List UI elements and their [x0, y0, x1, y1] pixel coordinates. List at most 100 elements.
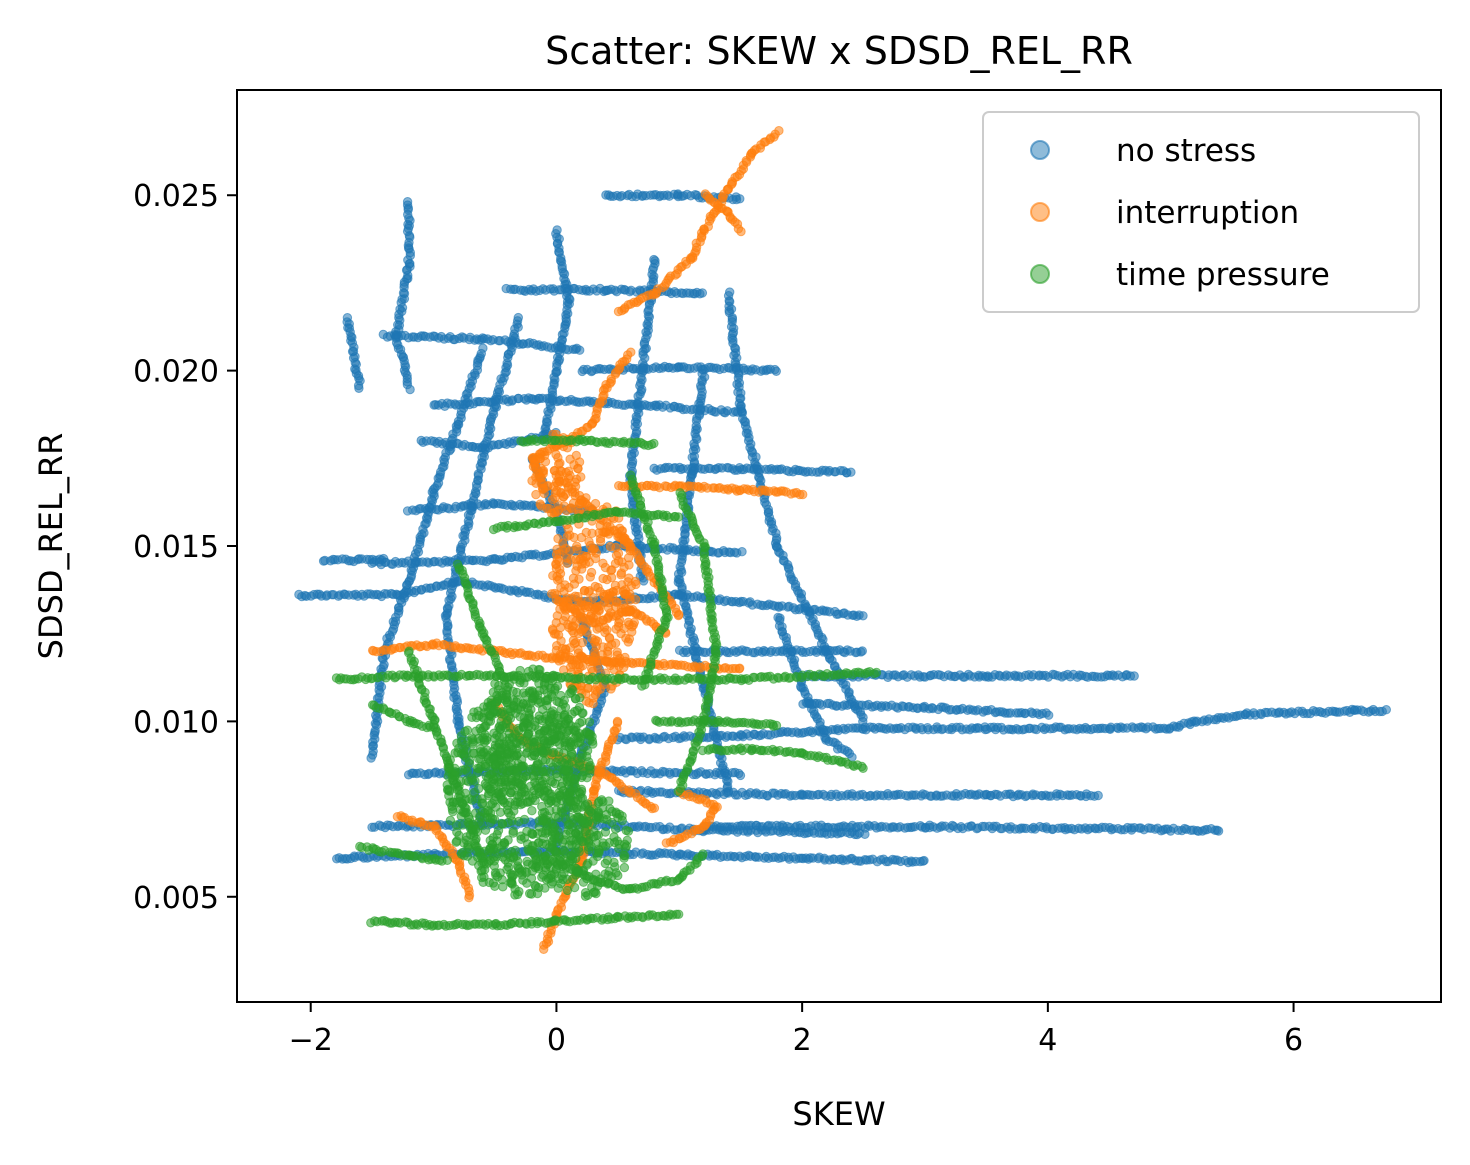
interruption-point [574, 598, 584, 608]
time-pressure-point [673, 512, 684, 522]
no-stress-point [378, 553, 389, 564]
interruption-point [571, 660, 581, 670]
interruption-point [612, 650, 622, 660]
interruption-point [577, 637, 588, 648]
interruption-point [616, 658, 627, 668]
interruption-point [560, 489, 571, 500]
interruption-point [590, 581, 600, 592]
time-pressure-point [649, 438, 659, 449]
interruption-point [563, 524, 573, 534]
interruption-point [558, 538, 568, 548]
no-stress-point [735, 770, 746, 781]
no-stress-point [366, 753, 376, 763]
interruption-point [551, 645, 562, 656]
interruption-point [587, 528, 597, 538]
points-layer [294, 126, 1392, 954]
interruption-point [602, 625, 612, 635]
time-pressure-point [858, 763, 868, 773]
interruption-point [551, 559, 561, 569]
time-pressure-point [674, 909, 684, 919]
no-stress-point [858, 611, 868, 621]
interruption-point [538, 483, 549, 493]
interruption-point [571, 474, 582, 484]
interruption-point [542, 503, 552, 514]
interruption-point [554, 574, 564, 584]
interruption-point [598, 527, 608, 537]
interruption-point [615, 523, 625, 533]
interruption-point [565, 643, 575, 653]
interruption-point [577, 559, 587, 569]
interruption-point [600, 656, 611, 667]
interruption-point [617, 580, 627, 590]
interruption-point [605, 633, 615, 644]
interruption-point [565, 546, 575, 556]
interruption-point [569, 460, 579, 470]
interruption-point [589, 544, 599, 554]
chart-title: Scatter: SKEW x SDSD_REL_RR [545, 29, 1133, 73]
interruption-point [571, 450, 581, 461]
interruption-point [550, 488, 561, 498]
time-pressure-point [871, 667, 882, 678]
no-stress-point [919, 855, 929, 866]
interruption-point [661, 838, 671, 848]
interruption-point [560, 651, 570, 662]
interruption-point [603, 614, 613, 624]
interruption-point [606, 572, 617, 583]
interruption-point [554, 549, 564, 559]
no-stress-point [405, 384, 415, 395]
interruption-point [598, 573, 608, 584]
interruption-point [611, 542, 621, 553]
interruption-point [592, 624, 602, 634]
interruption-point [619, 562, 629, 572]
interruption-point [798, 489, 808, 500]
interruption-point [600, 562, 611, 573]
interruption-point [590, 498, 601, 509]
interruption-point [574, 574, 584, 584]
no-stress-point [1129, 671, 1139, 681]
no-stress-point [846, 467, 856, 477]
interruption-point [611, 624, 621, 634]
interruption-point [551, 618, 561, 628]
interruption-point [628, 620, 638, 630]
interruption-point [579, 585, 590, 596]
interruption-point [578, 624, 588, 635]
interruption-point [626, 581, 636, 591]
interruption-point [584, 601, 594, 612]
interruption-point [569, 628, 579, 638]
interruption-point [625, 546, 635, 556]
interruption-point [531, 489, 541, 500]
interruption-point [614, 615, 625, 625]
no-stress-point [354, 383, 364, 393]
no-stress-point [858, 716, 868, 727]
interruption-point [464, 893, 474, 903]
interruption-point [620, 533, 630, 544]
interruption-point [588, 693, 599, 703]
interruption-point [736, 226, 746, 237]
interruption-point [619, 599, 629, 609]
interruption-point [527, 476, 537, 486]
interruption-point [612, 716, 623, 727]
interruption-point [603, 646, 613, 656]
interruption-point [607, 591, 618, 601]
interruption-point [565, 602, 576, 612]
no-stress-point [857, 646, 867, 656]
interruption-point [578, 652, 588, 663]
interruption-point [550, 588, 560, 599]
interruption-point [557, 466, 567, 477]
interruption-point [735, 663, 745, 673]
interruption-point [587, 656, 597, 666]
no-stress-point [1044, 710, 1054, 720]
interruption-point [566, 593, 577, 603]
interruption-point [585, 572, 595, 582]
interruption-point [774, 126, 784, 136]
interruption-point [553, 630, 564, 640]
interruption-point [592, 636, 603, 646]
no-stress-point [771, 366, 781, 376]
no-stress-point [1381, 705, 1392, 715]
no-stress-point [575, 345, 585, 355]
no-stress-point [1213, 826, 1224, 836]
time-pressure-point [771, 720, 782, 731]
no-stress-point [697, 288, 708, 298]
interruption-point [599, 597, 609, 608]
